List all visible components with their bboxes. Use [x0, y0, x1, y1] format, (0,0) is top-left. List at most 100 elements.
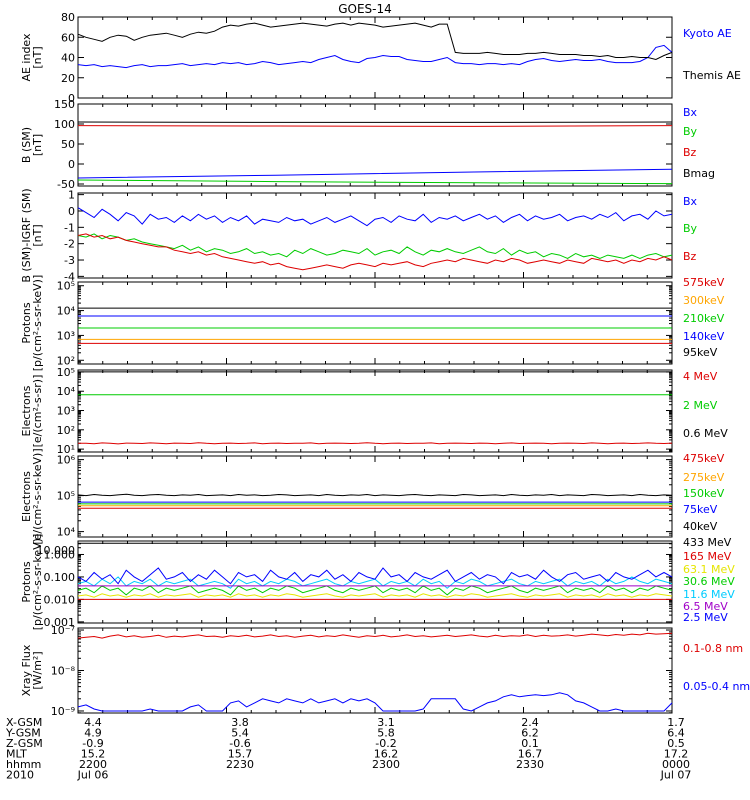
- legend-label: 475keV: [683, 452, 725, 465]
- series-line-40kev: [77, 493, 673, 497]
- y-tick-label: 0.010: [44, 593, 76, 606]
- legend-label: 75keV: [683, 503, 718, 516]
- series-line-bx: [77, 207, 673, 227]
- orbit-cell: 2200: [79, 758, 107, 771]
- series-line-0-05-0-4-nm: [77, 692, 673, 712]
- y-tick-label: 20: [61, 72, 75, 85]
- legend-label: Bx: [683, 195, 698, 208]
- panel-8: 10⁻⁹ 10⁻⁸ 10⁻⁷ Xray Flux[W/m²] 0.1-0.8 nm 0.0…: [20, 624, 750, 718]
- legend-label: Bmag: [683, 167, 715, 180]
- series-line-by: [77, 179, 673, 185]
- legend-label: By: [683, 222, 698, 235]
- y-tick-label: -4: [64, 270, 75, 283]
- y-tick-label: 80: [61, 11, 75, 24]
- y-axis-label: [nT]: [31, 46, 44, 68]
- panel-2: -50 0 50 100 150 B (SM)[nT] Bx By Bz Bmag: [20, 98, 715, 191]
- legend-label: 210keV: [683, 312, 725, 325]
- y-tick-label: 10⁵: [57, 490, 75, 503]
- orbit-cell: 1.7: [667, 716, 685, 729]
- series-line-2-5-mev: [77, 567, 673, 585]
- orbit-cell: 2.4: [521, 716, 539, 729]
- y-tick-label: 10²: [57, 424, 75, 437]
- orbit-cell: 6.4: [667, 727, 685, 740]
- legend-label: 150keV: [683, 487, 725, 500]
- orbit-cell: 5.4: [231, 727, 249, 740]
- legend-label: 0.1-0.8 nm: [683, 642, 743, 655]
- panel-frame: [77, 192, 673, 279]
- y-tick-label: 10⁴: [57, 526, 76, 539]
- orbit-cell: 15.2: [81, 748, 106, 761]
- panel-frame: [77, 369, 673, 453]
- orbit-row-label: X-GSM: [6, 716, 42, 729]
- orbit-cell: 6.2: [521, 727, 539, 740]
- y-tick-label: 10⁻⁸: [51, 665, 76, 678]
- y-axis-label: Electrons: [20, 471, 33, 522]
- series-line-bx: [77, 168, 673, 179]
- legend-label: 0.6 MeV: [683, 427, 728, 440]
- panel-1: 0 20 40 60 80 AE index[nT] Kyoto AE Themis AE: [20, 11, 741, 105]
- y-axis-label: [W/m²]: [31, 651, 44, 689]
- panel-4: 10² 10³ 10⁴ 10⁵ Protons[p/(cm²-s-sr-keV)] 575…: [20, 275, 725, 372]
- y-tick-label: 10¹: [57, 443, 75, 456]
- orbit-cell: 4.9: [84, 727, 102, 740]
- y-tick-label: 1: [68, 189, 75, 202]
- y-axis-label: [p/(cm²-s-sr-keV)]: [31, 534, 44, 631]
- y-tick-label: -2: [64, 238, 75, 251]
- y-tick-label: 60: [61, 31, 75, 44]
- y-tick-label: 10⁴: [57, 305, 76, 318]
- legend-label: 30.6 MeV: [683, 575, 735, 588]
- legend-label: 2 MeV: [683, 399, 718, 412]
- series-line-63-1-mev: [77, 593, 673, 598]
- legend-label: Themis AE: [682, 69, 741, 82]
- legend-label: 275keV: [683, 471, 725, 484]
- legend-label: 2.5 MeV: [683, 611, 728, 624]
- series-line-bz: [77, 125, 673, 127]
- y-tick-label: 10⁻⁹: [51, 705, 75, 718]
- orbit-cell: Jul 07: [660, 769, 692, 782]
- panel-frame: [77, 455, 673, 538]
- orbit-row-label: Z-GSM: [6, 737, 43, 750]
- series-line-0-1-0-8-nm: [77, 632, 673, 639]
- orbit-cell: 3.1: [377, 716, 395, 729]
- orbit-cell: 2230: [226, 758, 254, 771]
- legend-label: Kyoto AE: [683, 27, 732, 40]
- legend-label: 95keV: [683, 346, 718, 359]
- legend-label: 575keV: [683, 276, 725, 289]
- y-tick-label: 10.000: [37, 544, 76, 557]
- y-tick-label: 10⁴: [57, 385, 76, 398]
- y-tick-label: 50: [61, 138, 75, 151]
- orbit-cell: Jul 06: [77, 769, 109, 782]
- series-line-4-mev: [78, 442, 673, 445]
- orbit-cell: -0.6: [229, 737, 250, 750]
- legend-label: Bz: [683, 146, 697, 159]
- panel-3: -4 -3 -2 -1 0 1 B (SM)-IGRF (SM)[nT] Bx By Bz: [20, 188, 698, 283]
- y-axis-label: AE index: [20, 33, 33, 82]
- y-axis-label: Protons: [20, 302, 33, 343]
- series-line-kyoto-ae: [77, 44, 673, 69]
- orbit-cell: 15.7: [228, 748, 253, 761]
- legend-label: 433 MeV: [683, 536, 732, 549]
- panel-frame: [77, 281, 673, 365]
- orbit-cell: -0.9: [82, 737, 103, 750]
- series-line-bz: [77, 233, 673, 271]
- y-tick-label: 0: [68, 92, 75, 105]
- panel-frame: [77, 627, 673, 714]
- orbit-cell: 0.5: [667, 737, 685, 750]
- legend-label: 4 MeV: [683, 370, 718, 383]
- y-tick-label: 0: [68, 205, 75, 218]
- orbit-cell: 2330: [516, 758, 544, 771]
- y-tick-label: -1: [64, 221, 75, 234]
- orbit-cell: 17.2: [664, 748, 689, 761]
- y-axis-label: [e/(cm²-s-sr)]: [31, 375, 44, 448]
- y-tick-label: 10³: [57, 405, 75, 418]
- y-tick-label: 150: [54, 98, 75, 111]
- y-axis-label: [nT]: [31, 224, 44, 246]
- y-tick-label: 10²: [57, 354, 75, 367]
- plot-title: GOES-14: [338, 2, 392, 16]
- panel-6: 10⁴ 10⁵ 10⁶ Electrons[e/(cm²-s-sr-keV)] 475k…: [20, 448, 725, 544]
- legend-label: 0.05-0.4 nm: [683, 680, 750, 693]
- y-tick-label: -50: [57, 178, 75, 191]
- y-tick-label: 0.100: [44, 571, 76, 584]
